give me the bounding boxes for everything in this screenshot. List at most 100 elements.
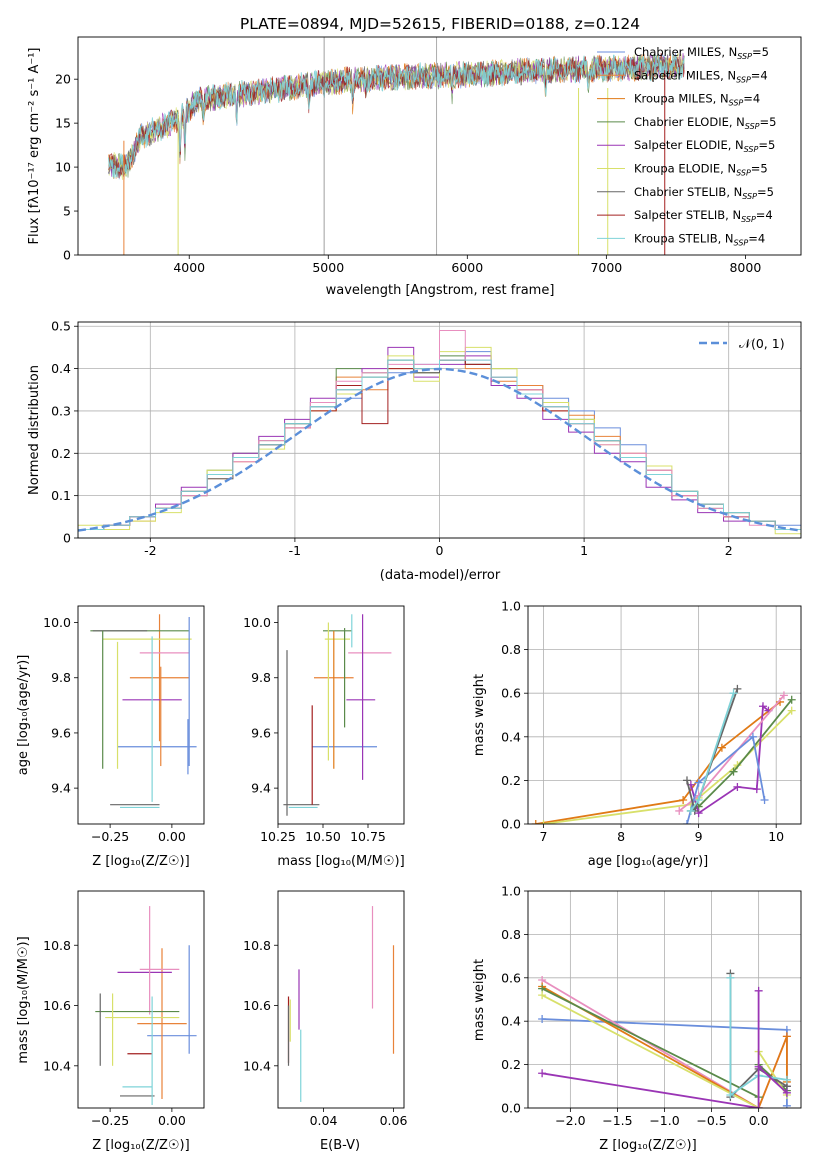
mass_weight_vs_age-marker [682,820,691,824]
mass_weight_vs_Z-xtick-label: 0.0 [749,1113,769,1128]
residuals-legend-label: 𝒩(0, 1) [739,336,785,351]
spectrum-xtick-label: 7000 [590,260,622,275]
mass_vs_Z-ytick-label: 10.8 [43,938,71,953]
residuals-panel: (data-model)/error Normed distribution -… [27,319,802,583]
residuals-ylabel: Normed distribution [27,365,42,495]
age_vs_Z-ytick-label: 10.0 [43,615,71,630]
mass_vs_Z-xtick-label: 0.00 [158,1113,186,1128]
legend-subscript: SSP [745,122,760,131]
residuals-ytick-label: 0.5 [51,319,71,334]
spectrum-ytick-label: 15 [55,116,71,131]
mass_weight_vs_Z-marker [782,1101,791,1108]
mass_weight_vs_Z-line [729,977,788,1097]
mass_weight_vs_Z-marker [538,1015,547,1024]
spectrum-ytick-label: 0 [63,248,71,263]
mass_weight_vs_Z-marker [782,1088,791,1097]
legend-subscript: SSP [736,75,751,84]
mass_weight_vs_age-xtick-label: 7 [540,829,548,844]
mass_weight_vs_age-ytick-label: 0.0 [501,817,521,832]
mass_weight_vs_Z-ytick-label: 0.0 [501,1101,521,1116]
mass_weight_vs_age-xtick-label: 10 [768,829,784,844]
residuals-xtick-label: -2 [144,543,156,558]
residuals-histograms [78,330,801,538]
mass-vs-z-xlabel: Z [log₁₀(Z/Z☉)] [92,1138,189,1153]
mass_weight_vs_age-marker [729,689,738,698]
mass_weight_vs_Z-marker [726,973,735,982]
mass_vs_EBV-xtick-label: 0.06 [380,1113,408,1128]
mass_weight_vs_age-frame [527,605,802,825]
age_vs_Z-ytick-label: 9.4 [51,781,71,796]
mass_weight_vs_Z-marker [782,1075,791,1084]
spectrum-xlabel: wavelength [Angstrom, rest frame] [326,283,555,298]
mass-weight-vs-age-panel: age [log₁₀(age/yr)] mass weight 7 8 9 10 0.0… [472,599,802,869]
mass_weight_vs_age-marker [539,820,548,824]
legend-subscript: SSP [734,238,749,247]
mass_weight_vs_Z-ytick-label: 0.2 [501,1057,521,1072]
residuals-ytick-label: 0 [63,531,71,546]
legend-value: =4 [743,92,760,106]
mass_vs_Z-points [95,906,197,1105]
mass_vs_EBV-ytick-label: 10.4 [243,1058,271,1073]
legend-subscript: SSP [742,192,757,201]
mass_weight_vs_age-marker [760,796,769,805]
mass_weight_vs_age-line [690,704,769,815]
mass_weight_vs_age-ytick-label: 0.6 [501,686,521,701]
legend-value: =5 [752,45,769,59]
mass_vs_EBV-frame [277,890,405,1109]
residuals-frame [77,321,802,539]
age-vs-mass-xlabel: mass [log₁₀(M/M☉)] [277,854,404,869]
mass_weight_vs_Z-marker [538,1069,547,1078]
legend-subscript: SSP [744,145,759,154]
mass_vs_Z-ytick-label: 10.6 [43,998,71,1013]
mass_weight_vs_Z-marker [538,991,547,1000]
mass-vs-z-ylabel: mass [log₁₀(M/M☉)] [16,936,31,1063]
spectrum-xtick-label: 8000 [729,260,761,275]
residuals-normal-curve [78,367,801,532]
mass_vs_Z-frame [77,890,205,1109]
legend-subscript: SSP [729,99,744,108]
age_vs_mass-ytick-label: 9.6 [251,725,271,740]
mass_weight_vs_age-marker [679,796,688,805]
spectrum-ytick-label: 10 [55,160,71,175]
legend-value: =5 [760,115,777,129]
residuals-xlabel: (data-model)/error [380,568,501,583]
mass_weight_vs_Z-series [538,969,791,1108]
residuals-ytick-label: 0.2 [51,446,71,461]
figure-title: PLATE=0894, MJD=52615, FIBERID=0188, z=0… [240,15,640,33]
mass_weight_vs_age-marker [675,806,684,815]
mass_weight_vs_age-marker [733,782,742,791]
spectrum-series-line [108,52,685,179]
mass_weight_vs_age-ytick-label: 0.4 [501,729,521,744]
age_vs_Z-ytick-label: 9.8 [51,670,71,685]
age_vs_Z-xtick-label: −0.25 [91,829,129,844]
mass_vs_Z-ytick-label: 10.4 [43,1058,71,1073]
age-vs-z-xlabel: Z [log₁₀(Z/Z☉)] [92,854,189,869]
mass_weight_vs_age-marker [733,684,742,693]
age_vs_mass-points [283,614,392,816]
mass_weight_vs_Z-marker [782,1032,791,1041]
spectrum-legend-label: Salpeter STELIB, NSSP=4 [634,208,773,224]
mass_weight_vs_age-series [531,684,796,824]
spectrum-legend-label: Chabrier STELIB, NSSP=5 [634,185,774,201]
legend-value: =4 [756,208,773,222]
mass_weight_vs_age-ytick-label: 0.2 [501,773,521,788]
mass_vs_Z-xtick-label: −0.25 [91,1113,129,1128]
age_vs_Z-points [90,614,197,809]
age_vs_Z-ytick-label: 9.6 [51,725,71,740]
mass_weight_vs_age-marker [694,796,703,805]
age_vs_mass-ytick-label: 9.8 [251,670,271,685]
spectrum-ylabel: Flux [fλ10⁻¹⁷ erg cm⁻² s⁻¹ A⁻¹] [27,48,42,245]
spectrum-legend-label: Chabrier ELODIE, NSSP=5 [634,115,776,131]
spectrum-legend-label: Kroupa MILES, NSSP=4 [634,92,760,108]
age-vs-mass-panel: mass [log₁₀(M/M☉)] 10.25 10.50 10.75 9.4 9.6… [243,605,405,869]
residuals-xtick-label: 1 [580,543,588,558]
mass_weight_vs_age-marker [682,776,691,785]
mass-weight-vs-z-panel: Z [log₁₀(Z/Z☉)] mass weight −2.0 −1.5 −1.0… [472,884,802,1153]
mass_weight_vs_age-xtick-label: 8 [617,829,625,844]
mass_weight_vs_Z-marker [754,1062,763,1071]
mass_weight_vs_Z-ytick-label: 0.4 [501,1014,521,1029]
mass-weight-vs-z-ylabel: mass weight [472,959,487,1041]
mass_weight_vs_Z-xtick-label: −1.5 [602,1113,632,1128]
mass_weight_vs_age-marker [717,743,726,752]
mass_weight_vs_Z-xtick-label: −2.0 [555,1113,585,1128]
